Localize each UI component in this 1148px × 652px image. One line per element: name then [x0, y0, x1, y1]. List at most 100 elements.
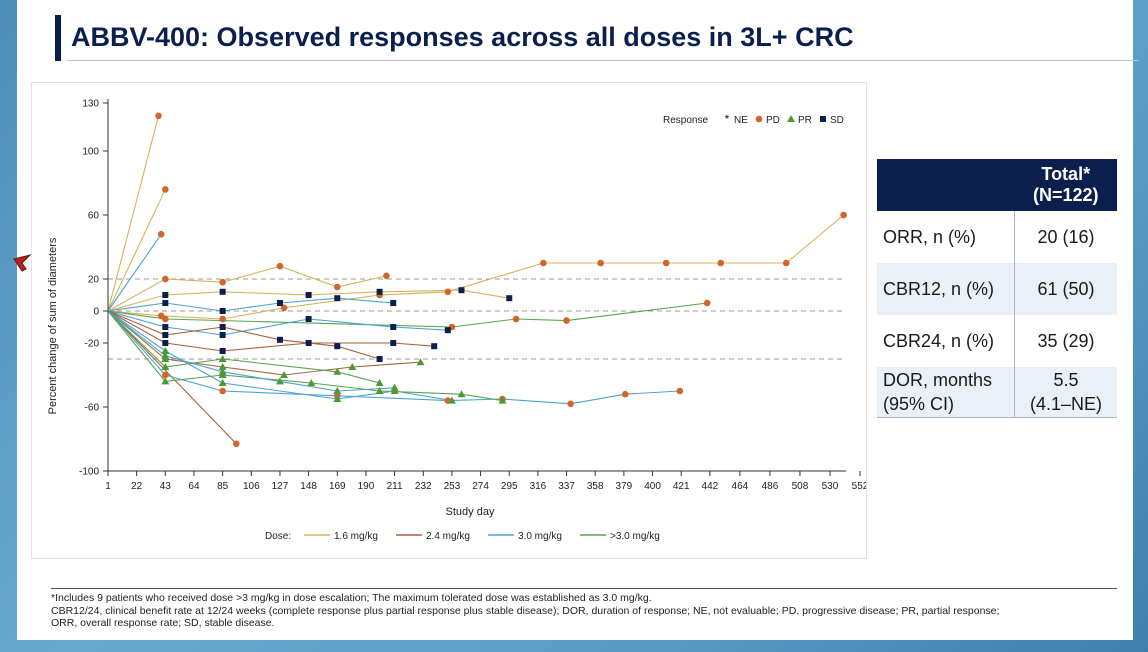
x-tick-label: 552 — [852, 481, 866, 492]
x-tick-label: 85 — [217, 481, 229, 492]
response-marker — [161, 377, 170, 385]
row-value-line1: 5.5 — [1053, 370, 1079, 390]
response-marker — [162, 324, 169, 330]
response-marker — [161, 351, 170, 359]
table-row: CBR12, n (%) 61 (50) — [877, 263, 1117, 315]
response-marker — [218, 379, 227, 386]
x-tick-label: 211 — [387, 481, 403, 492]
response-legend-title: Response — [663, 115, 708, 126]
response-marker — [276, 336, 283, 343]
row-value: 35 (29) — [1037, 330, 1095, 351]
chart-frame: 130 100 60 20 0 -20 -60 -100 1 22 43 64 85 106 127 148 1… — [31, 82, 869, 559]
x-tick-label: 421 — [673, 481, 690, 492]
x-tick-label: 106 — [243, 481, 260, 492]
footnote-3: ORR, overall response rate; SD, stable d… — [51, 617, 275, 629]
legend-label: NE — [734, 115, 748, 126]
x-tick-label: 316 — [530, 481, 547, 492]
response-marker — [375, 387, 384, 394]
response-marker — [218, 355, 227, 362]
x-tick-label: 379 — [616, 481, 633, 492]
dose-legend-label: 3.0 mg/kg — [518, 531, 562, 542]
table-header-blank — [877, 159, 1015, 211]
response-marker — [219, 332, 226, 338]
response-marker — [333, 283, 341, 291]
response-markers — [155, 112, 847, 448]
table-header-row: Total* (N=122) — [877, 159, 1117, 211]
x-tick-label: 530 — [822, 481, 839, 492]
y-tick-label: 130 — [82, 99, 99, 110]
series-line — [107, 233, 162, 312]
row-label: CBR24, n (%) — [877, 315, 1015, 367]
response-marker — [621, 390, 629, 398]
x-tick-label: 127 — [272, 481, 289, 492]
y-tick-label: -60 — [85, 403, 100, 414]
y-tick-label: 20 — [88, 275, 100, 286]
response-marker — [540, 259, 547, 267]
response-marker — [390, 383, 399, 391]
series-lines — [107, 115, 844, 445]
y-tick-label: 60 — [88, 211, 100, 222]
table-header-total: Total* (N=122) — [1014, 159, 1117, 211]
response-marker — [334, 295, 341, 302]
row-label: ORR, n (%) — [877, 211, 1015, 263]
x-tick-label: 358 — [587, 481, 604, 492]
response-marker — [280, 304, 288, 312]
row-label: DOR, months (95% CI) — [877, 367, 1015, 418]
response-marker — [348, 363, 357, 370]
axes: 130 100 60 20 0 -20 -60 -100 1 22 43 64 85 106 127 148 1… — [79, 99, 869, 493]
response-marker — [280, 371, 289, 378]
response-marker — [431, 343, 438, 350]
x-tick-label: 442 — [702, 481, 719, 492]
response-marker — [162, 315, 169, 323]
row-label-line2: (95% CI) — [883, 394, 955, 414]
series-line — [107, 302, 708, 328]
response-marker — [567, 400, 574, 408]
response-marker — [390, 300, 397, 306]
reference-lines — [108, 278, 846, 360]
x-tick-label: 22 — [131, 481, 143, 492]
response-marker — [162, 275, 169, 283]
response-marker — [334, 343, 341, 350]
response-marker — [305, 316, 312, 322]
response-marker — [444, 288, 452, 296]
legend-label: SD — [830, 115, 844, 126]
cursor-arrow-icon — [13, 254, 32, 272]
response-marker — [219, 348, 226, 354]
x-tick-label: 486 — [762, 481, 779, 492]
x-tick-label: 464 — [732, 481, 749, 492]
table-row: DOR, months (95% CI) 5.5 (4.1–NE) — [877, 367, 1117, 418]
y-axis-label: Percent change of sum of diameters — [47, 237, 59, 414]
y-tick-label: 100 — [82, 147, 99, 158]
spider-plot: 130 100 60 20 0 -20 -60 -100 1 22 43 64 85 106 127 148 1… — [47, 99, 869, 543]
response-marker — [498, 396, 507, 404]
response-marker — [458, 287, 465, 294]
response-marker — [307, 379, 316, 386]
x-tick-label: 400 — [644, 481, 661, 492]
response-marker — [447, 396, 456, 404]
series-line — [107, 310, 380, 360]
response-marker — [275, 377, 284, 385]
x-tick-label: 274 — [472, 481, 489, 492]
row-value: 20 (16) — [1037, 226, 1095, 247]
slide: ABBV-400: Observed responses across all … — [17, 0, 1139, 640]
footnote-1: *Includes 9 patients who received dose >… — [51, 592, 652, 604]
response-marker — [444, 327, 451, 334]
x-tick-label: 1 — [105, 481, 111, 492]
legend-label: PR — [798, 115, 812, 126]
footnote-2: CBR12/24, clinical benefit rate at 12/24… — [51, 604, 1000, 617]
series-line — [107, 214, 844, 320]
legend-label: PD — [766, 115, 780, 126]
title-bar: ABBV-400: Observed responses across all … — [55, 15, 1139, 61]
x-axis-label: Study day — [446, 506, 495, 518]
response-marker — [390, 340, 397, 346]
response-marker — [376, 356, 383, 362]
response-marker — [162, 340, 169, 346]
response-marker — [276, 262, 284, 270]
header-total-label: Total* — [1041, 164, 1091, 184]
response-marker — [218, 367, 227, 375]
dose-legend-title: Dose: — [265, 531, 291, 542]
x-tick-label: 508 — [792, 481, 809, 492]
series-line — [107, 189, 166, 312]
response-marker — [416, 358, 425, 366]
response-marker — [840, 211, 847, 219]
